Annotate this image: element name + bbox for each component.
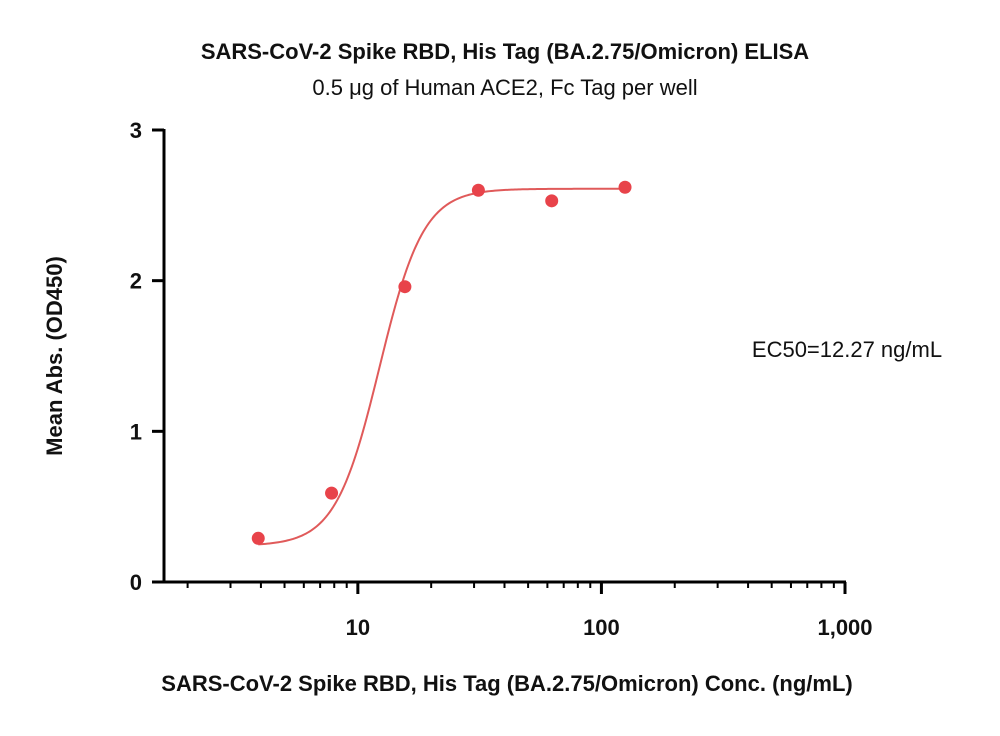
- data-point: [545, 194, 559, 208]
- chart-title: SARS-CoV-2 Spike RBD, His Tag (BA.2.75/O…: [201, 39, 809, 64]
- axes: 0 1 2 3 10 100 1,000: [130, 118, 873, 640]
- data-point: [251, 531, 265, 545]
- x-tick-label: 1,000: [817, 615, 872, 640]
- x-tick-label: 100: [583, 615, 620, 640]
- fit-curve-layer: [258, 187, 626, 546]
- ec50-annotation: EC50=12.27 ng/mL: [752, 337, 942, 362]
- chart-subtitle: 0.5 μg of Human ACE2, Fc Tag per well: [312, 75, 697, 100]
- fit-curve: [258, 187, 626, 546]
- data-point: [325, 486, 339, 500]
- data-points-layer: [251, 180, 632, 545]
- x-axis-label: SARS-CoV-2 Spike RBD, His Tag (BA.2.75/O…: [161, 671, 852, 696]
- data-point: [398, 280, 412, 294]
- data-point: [471, 183, 485, 197]
- y-tick-label: 2: [130, 269, 142, 294]
- y-axis-label: Mean Abs. (OD450): [42, 256, 67, 456]
- data-point: [618, 180, 632, 194]
- y-tick-label: 0: [130, 570, 142, 595]
- y-tick-label: 1: [130, 419, 142, 444]
- x-tick-label: 10: [346, 615, 370, 640]
- y-tick-label: 3: [130, 118, 142, 143]
